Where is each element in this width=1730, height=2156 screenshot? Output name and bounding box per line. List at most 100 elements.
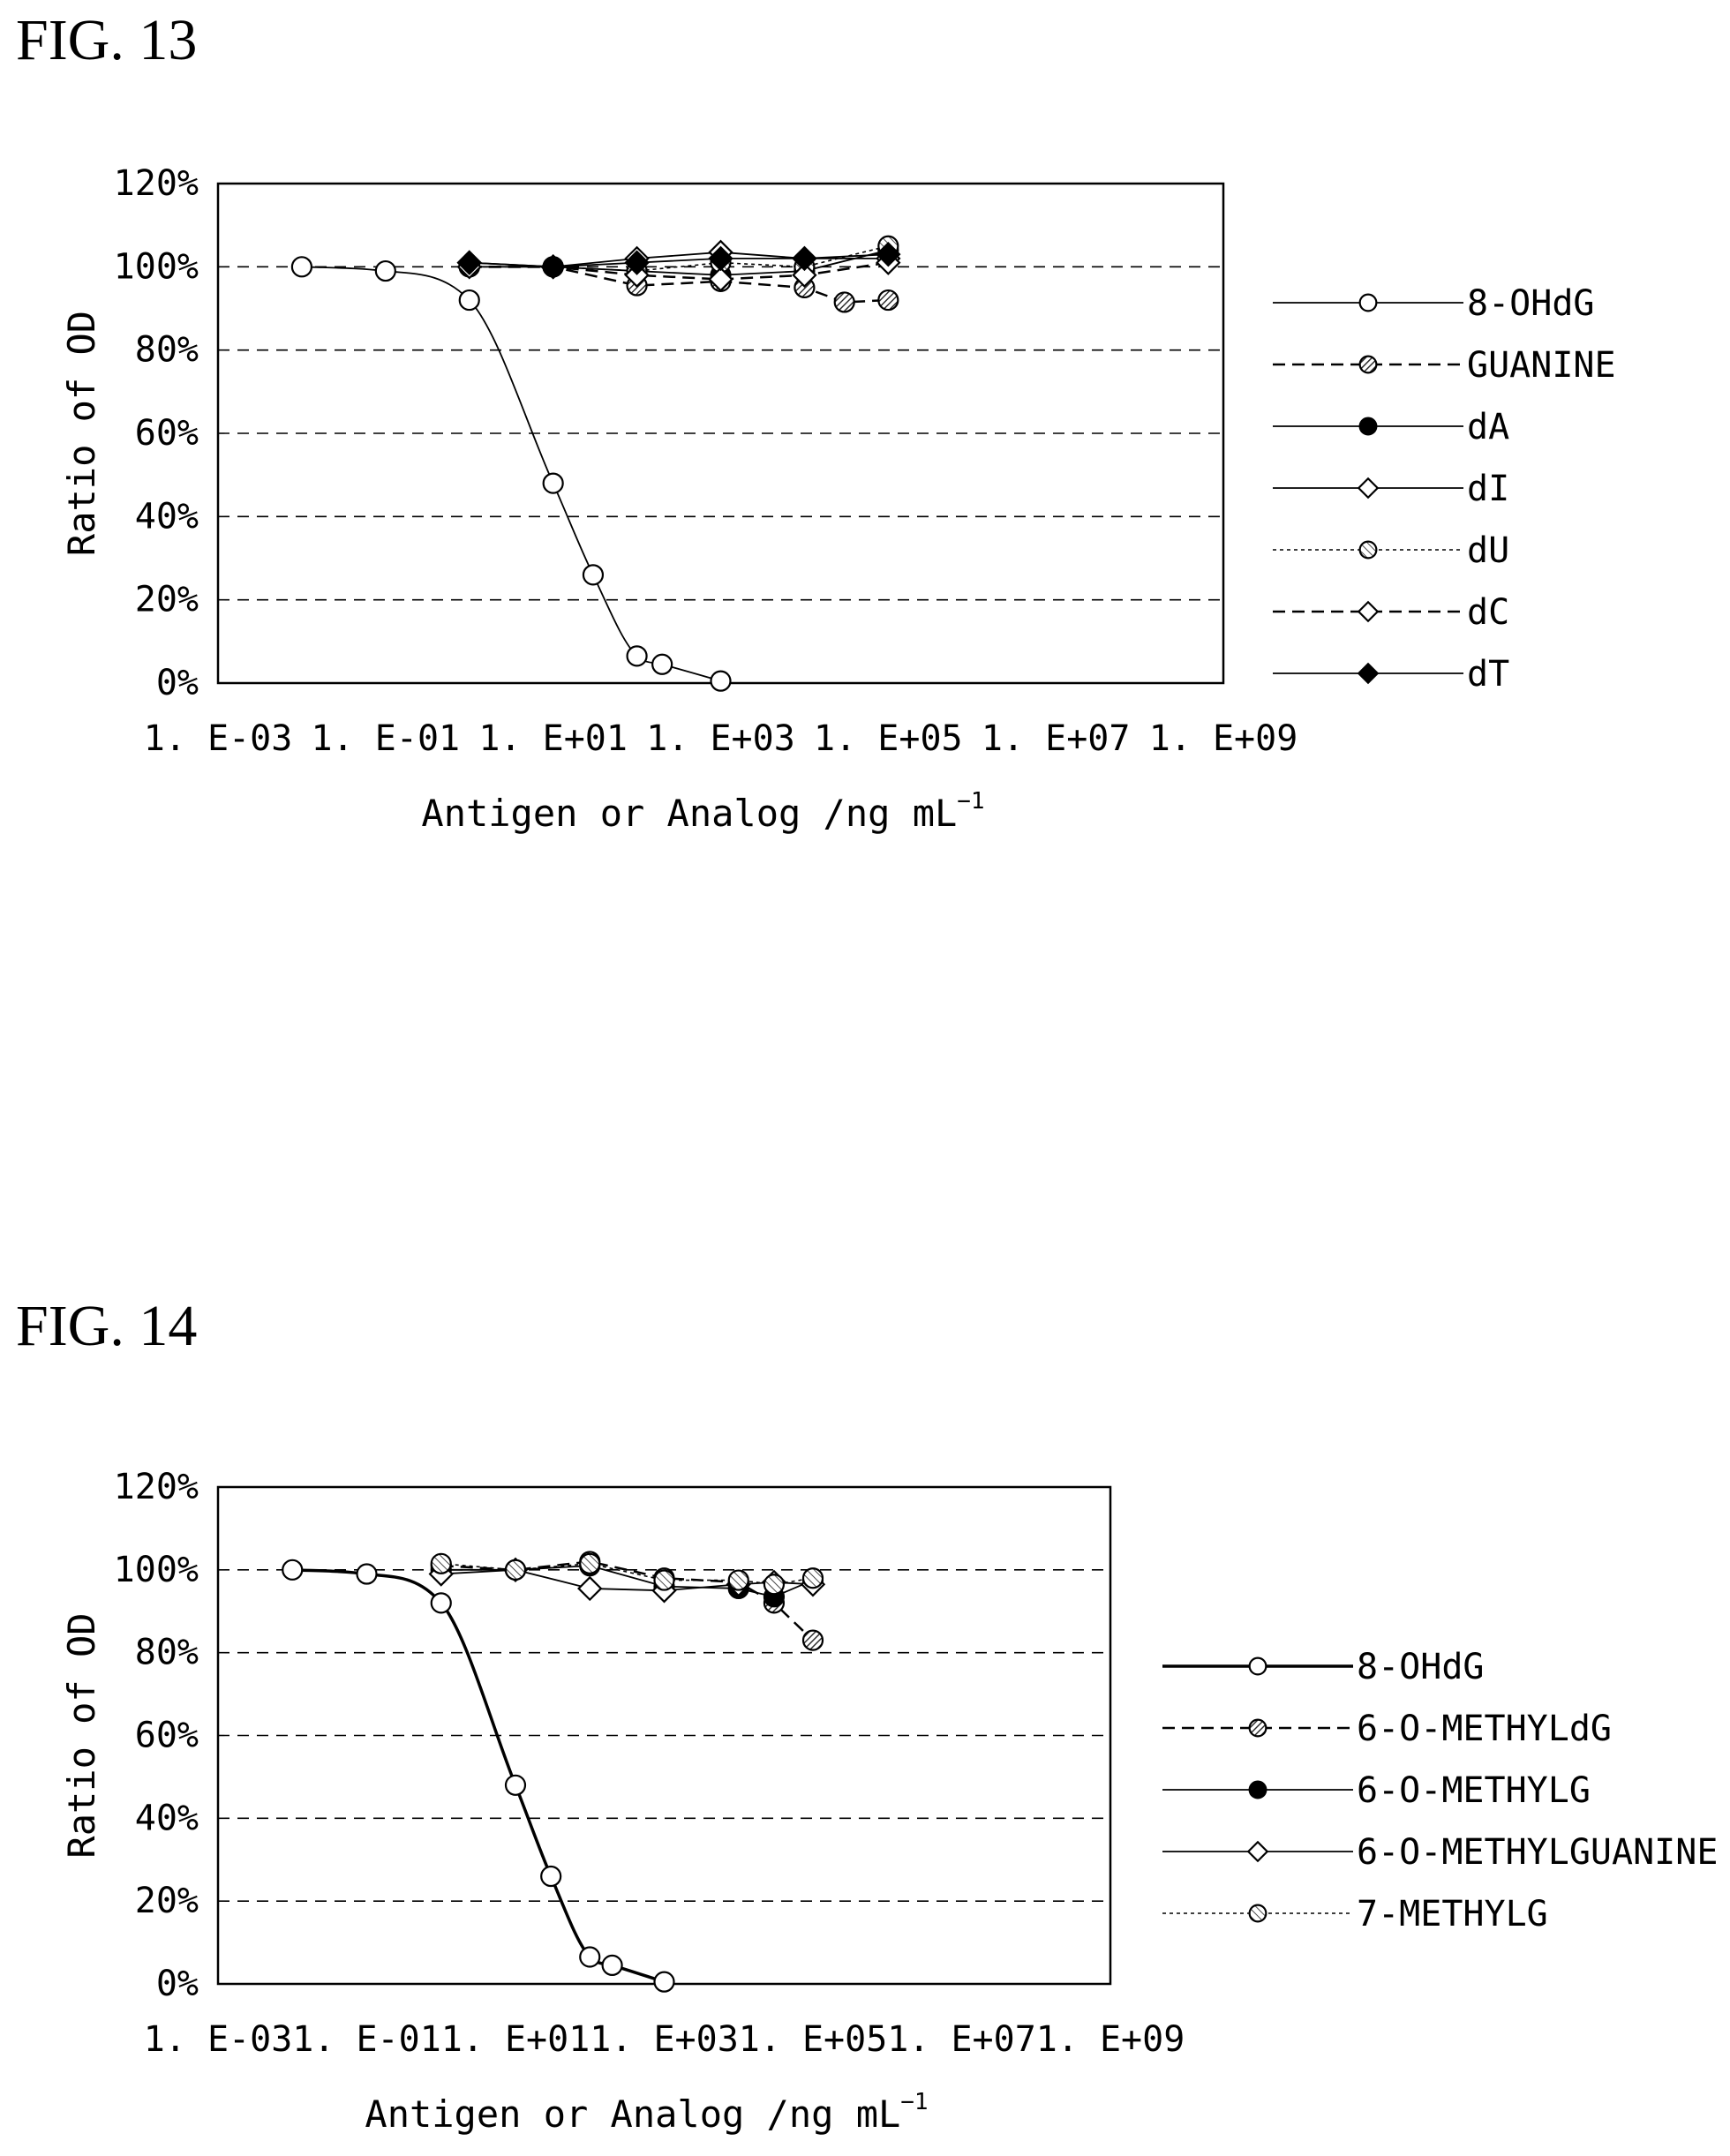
fig14-series-line bbox=[440, 1560, 814, 1641]
fig14-y-tick-label: 60% bbox=[135, 1716, 199, 1756]
fig14-legend-label: 8-OHdG bbox=[1357, 1647, 1485, 1687]
figure-13-title: FIG. 13 bbox=[16, 8, 198, 72]
fig13-x-tick-label: 1. E+03 bbox=[646, 718, 795, 759]
fig14-data-point bbox=[577, 1575, 603, 1602]
fig14-legend-marker bbox=[1248, 1904, 1267, 1923]
fig14-x-tick-label: 1. E+07 bbox=[887, 2019, 1036, 2060]
fig14-x-tick-label: 1. E+03 bbox=[590, 2019, 739, 2060]
fig13-data-point bbox=[290, 256, 313, 278]
fig14-y-tick-label: 80% bbox=[135, 1633, 199, 1673]
fig13-data-point bbox=[458, 289, 480, 312]
fig14-data-point bbox=[430, 1592, 452, 1614]
fig13-data-point bbox=[542, 472, 564, 494]
fig14-x-axis-label: Antigen or Analog /ng mL−1 bbox=[365, 2089, 928, 2136]
fig13-legend-marker bbox=[1357, 600, 1380, 623]
fig13-legend: 8-OHdG GUANINE dA dI dU dC dT bbox=[1273, 283, 1616, 695]
fig13-data-point bbox=[708, 245, 733, 272]
fig13-legend-label: dT bbox=[1467, 654, 1509, 695]
fig13-y-tick-label: 20% bbox=[135, 580, 199, 620]
fig14-data-point bbox=[801, 1567, 824, 1589]
fig14-legend-label: 6-O-METHYLGUANINE bbox=[1357, 1832, 1718, 1873]
fig14-legend-marker bbox=[1248, 1656, 1267, 1676]
fig13-legend-label: dI bbox=[1467, 469, 1509, 509]
fig13-series-0 bbox=[290, 256, 732, 692]
fig14-data-point bbox=[540, 1865, 562, 1888]
fig14-series-line bbox=[440, 1562, 814, 1586]
fig13-gridlines bbox=[218, 266, 1223, 601]
fig13-data-point bbox=[651, 653, 673, 675]
fig14-x-tick-label: 1. E+09 bbox=[1036, 2019, 1185, 2060]
fig13-legend-marker bbox=[1358, 540, 1378, 560]
fig13-legend-marker bbox=[1358, 417, 1378, 436]
fig13-legend-marker bbox=[1358, 293, 1378, 312]
fig14-data-point bbox=[579, 1552, 601, 1574]
fig13-series-line bbox=[469, 253, 889, 268]
fig13-data-point bbox=[877, 289, 899, 312]
fig14-y-tick-label: 40% bbox=[135, 1798, 199, 1838]
fig13-series-6 bbox=[456, 241, 901, 280]
fig14-data-point bbox=[356, 1563, 378, 1585]
fig14-y-axis-label: Ratio of OD bbox=[60, 1612, 103, 1858]
fig14-x-tick-label: 1. E-03 bbox=[144, 2019, 293, 2060]
fig13-x-tick-label: 1. E+09 bbox=[1149, 718, 1298, 759]
fig13-legend-label: GUANINE bbox=[1467, 345, 1616, 386]
fig14-y-tick-label: 20% bbox=[135, 1881, 199, 1921]
fig14-y-tick-label: 120% bbox=[114, 1467, 199, 1507]
fig14-gridlines bbox=[218, 1569, 1110, 1902]
fig13-y-tick-label: 0% bbox=[156, 663, 199, 703]
fig14-legend-label: 7-METHYLG bbox=[1357, 1894, 1548, 1934]
fig13-legend-marker bbox=[1358, 355, 1378, 374]
fig14-data-point bbox=[430, 1552, 452, 1574]
fig13-y-tick-label: 60% bbox=[135, 413, 199, 454]
fig13-legend-marker bbox=[1357, 477, 1380, 500]
fig14-series-4 bbox=[430, 1552, 824, 1596]
fig14-data-point bbox=[653, 1569, 675, 1591]
fig13-x-tick-label: 1. E+05 bbox=[814, 718, 963, 759]
figure-14-title: FIG. 14 bbox=[16, 1294, 198, 1358]
fig13-y-tick-label: 80% bbox=[135, 330, 199, 371]
fig14-series-1 bbox=[430, 1551, 824, 1651]
fig13-data-point bbox=[708, 267, 733, 292]
fig13-legend-label: dA bbox=[1467, 407, 1509, 447]
fig14-data-point bbox=[282, 1559, 304, 1581]
fig13-data-point bbox=[582, 564, 605, 586]
fig14-legend-marker bbox=[1246, 1840, 1269, 1863]
fig13-x-tick-label: 1. E+07 bbox=[982, 718, 1131, 759]
fig14-x-tick-label: 1. E-01 bbox=[292, 2019, 441, 2060]
fig13-y-axis-label: Ratio of OD bbox=[60, 311, 103, 556]
fig13-legend-label: 8-OHdG bbox=[1467, 283, 1595, 324]
fig13-data-point bbox=[833, 291, 855, 313]
fig14-legend-label: 6-O-METHYLG bbox=[1357, 1770, 1591, 1811]
fig13-data-point bbox=[792, 245, 817, 272]
fig14-series-line bbox=[440, 1568, 814, 1592]
fig14-data-point bbox=[504, 1559, 527, 1581]
chart-fig13: 0% 20% 40% 60% 80% 100% 120% 1. E-03 1. E-01 1. E… bbox=[60, 163, 1616, 835]
fig13-x-tick-label: 1. E-01 bbox=[312, 718, 461, 759]
fig13-data-point bbox=[710, 670, 732, 692]
fig13-x-tick-label: 1. E-03 bbox=[144, 718, 293, 759]
fig14-x-tick-label: 1. E+05 bbox=[739, 2019, 888, 2060]
fig13-data-point bbox=[792, 262, 817, 288]
fig14-data-point bbox=[653, 1971, 675, 1993]
fig14-y-tick-label: 100% bbox=[114, 1550, 199, 1590]
fig14-y-tick-label: 0% bbox=[156, 1964, 199, 2004]
fig14-series-line bbox=[292, 1568, 666, 1984]
fig13-y-tick-label: 100% bbox=[114, 246, 199, 287]
fig13-data-point bbox=[540, 254, 566, 280]
fig13-x-axis-label: Antigen or Analog /ng mL−1 bbox=[421, 788, 984, 835]
fig14-legend-marker bbox=[1248, 1780, 1267, 1799]
fig13-legend-label: dC bbox=[1467, 592, 1509, 633]
fig14-data-point bbox=[504, 1774, 527, 1796]
fig14-x-tick-label: 1. E+01 bbox=[441, 2019, 590, 2060]
fig13-data-point bbox=[456, 250, 482, 275]
fig14-data-point bbox=[579, 1946, 601, 1968]
fig13-x-tick-label: 1. E+01 bbox=[478, 718, 628, 759]
fig13-legend-marker bbox=[1357, 662, 1380, 685]
fig14-legend-label: 6-O-METHYLdG bbox=[1357, 1709, 1612, 1749]
fig14-series-0 bbox=[282, 1559, 675, 1993]
fig14-data-point bbox=[601, 1954, 623, 1976]
fig13-data-point bbox=[876, 241, 901, 267]
fig13-y-tick-label: 40% bbox=[135, 496, 199, 537]
fig13-y-tick-label: 120% bbox=[114, 163, 199, 204]
